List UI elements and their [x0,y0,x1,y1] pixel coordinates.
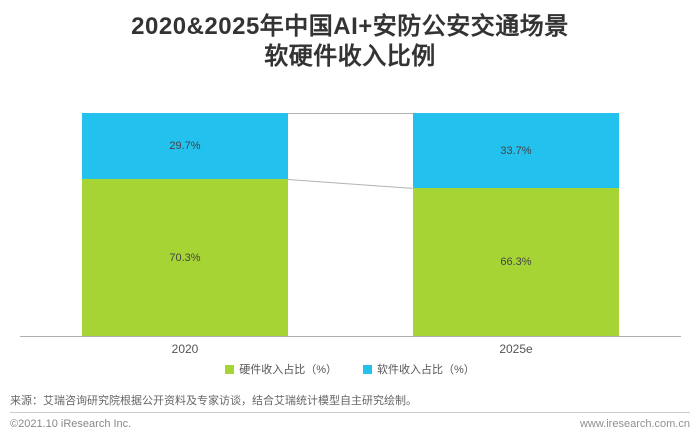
chart-title-line2: 软硬件收入比例 [264,43,436,70]
bar-2025e-software-value: 33.7% [500,144,532,157]
hardware-legend-swatch-icon [225,364,235,374]
bar-2020-software-value: 29.7% [169,140,201,153]
x-axis-line [20,336,681,337]
bar-2020[interactable]: 29.7% 70.3% [82,113,288,336]
bar-2020-software-segment[interactable]: 29.7% [82,113,288,180]
copyright-text: ©2021.10 iResearch Inc. [10,418,132,430]
bar-2025e-hardware-value: 66.3% [500,256,532,269]
legend-label-software: 软件收入占比（%） [377,364,475,376]
bar-2025e-software-segment[interactable]: 33.7% [413,113,619,189]
bar-2025e[interactable]: 33.7% 66.3% [413,113,619,336]
legend-label-hardware: 硬件收入占比（%） [239,364,337,376]
bar-2025e-hardware-segment[interactable]: 66.3% [413,188,619,336]
bar-2020-hardware-segment[interactable]: 70.3% [82,179,288,336]
x-tick-2020: 2020 [171,342,199,356]
website-link[interactable]: www.iresearch.com.cn [579,418,690,430]
footer-divider [10,412,690,413]
bar-2020-hardware-value: 70.3% [169,251,201,264]
chart-title-line1: 2020&2025年中国AI+安防公安交通场景 [131,13,569,40]
source-note: 来源：艾瑞咨询研究院根据公开资料及专家访谈，结合艾瑞统计模型自主研究绘制。 [10,395,417,407]
legend-item-software[interactable]: 软件收入占比（%） [363,361,475,377]
footer-bar: ©2021.10 iResearch Inc. www.iresearch.co… [10,418,690,430]
x-tick-2025e: 2025e [499,342,533,356]
software-legend-swatch-icon [363,364,372,374]
connector-line-boundary [287,179,414,190]
connector-line-top [288,113,413,114]
legend: 硬件收入占比（%） 软件收入占比（%） [0,361,700,377]
chart-title: 2020&2025年中国AI+安防公安交通场景 软硬件收入比例 [0,12,700,72]
legend-item-hardware[interactable]: 硬件收入占比（%） [225,361,337,377]
